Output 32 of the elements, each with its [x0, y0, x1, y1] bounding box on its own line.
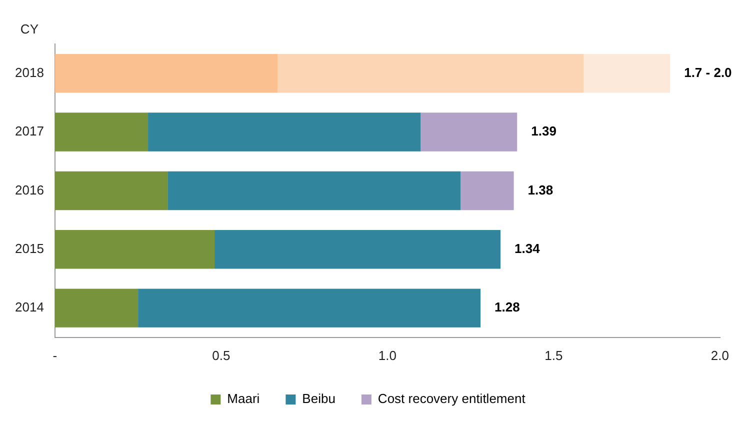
x-tick-label: -: [52, 348, 58, 363]
x-tick-label: 1.0: [378, 348, 396, 363]
legend-label: Maari: [227, 391, 260, 406]
x-tick-label: 0.5: [212, 348, 230, 363]
bar: [168, 171, 461, 210]
bar: [420, 112, 518, 152]
bar: [584, 54, 670, 93]
legend-label: Beibu: [302, 391, 336, 406]
total-label: 1.34: [514, 240, 541, 256]
bar: [138, 288, 481, 328]
y-axis-title: CY: [20, 22, 39, 37]
y-tick-label: 2018: [15, 64, 44, 80]
bar: [54, 230, 215, 269]
total-label: 1.39: [531, 124, 556, 139]
y-tick-label: 2014: [15, 300, 44, 315]
bar: [54, 171, 168, 210]
total-label: 1.7 - 2.0: [684, 64, 732, 80]
bar: [148, 112, 421, 152]
bar: [54, 54, 278, 93]
legend-label: Cost recovery entitlement: [378, 391, 526, 406]
x-tick-label: 2.0: [710, 348, 730, 363]
bar: [54, 112, 148, 152]
bar: [278, 54, 584, 93]
bar: [460, 171, 514, 210]
bar: [214, 230, 500, 269]
y-tick-label: 2016: [15, 182, 44, 198]
total-label: 1.28: [494, 300, 520, 315]
x-tick-label: 1.5: [544, 348, 563, 363]
y-tick-label: 2015: [15, 240, 44, 256]
total-label: 1.38: [528, 182, 554, 198]
y-tick-label: 2017: [15, 124, 44, 139]
bar: [54, 288, 138, 328]
